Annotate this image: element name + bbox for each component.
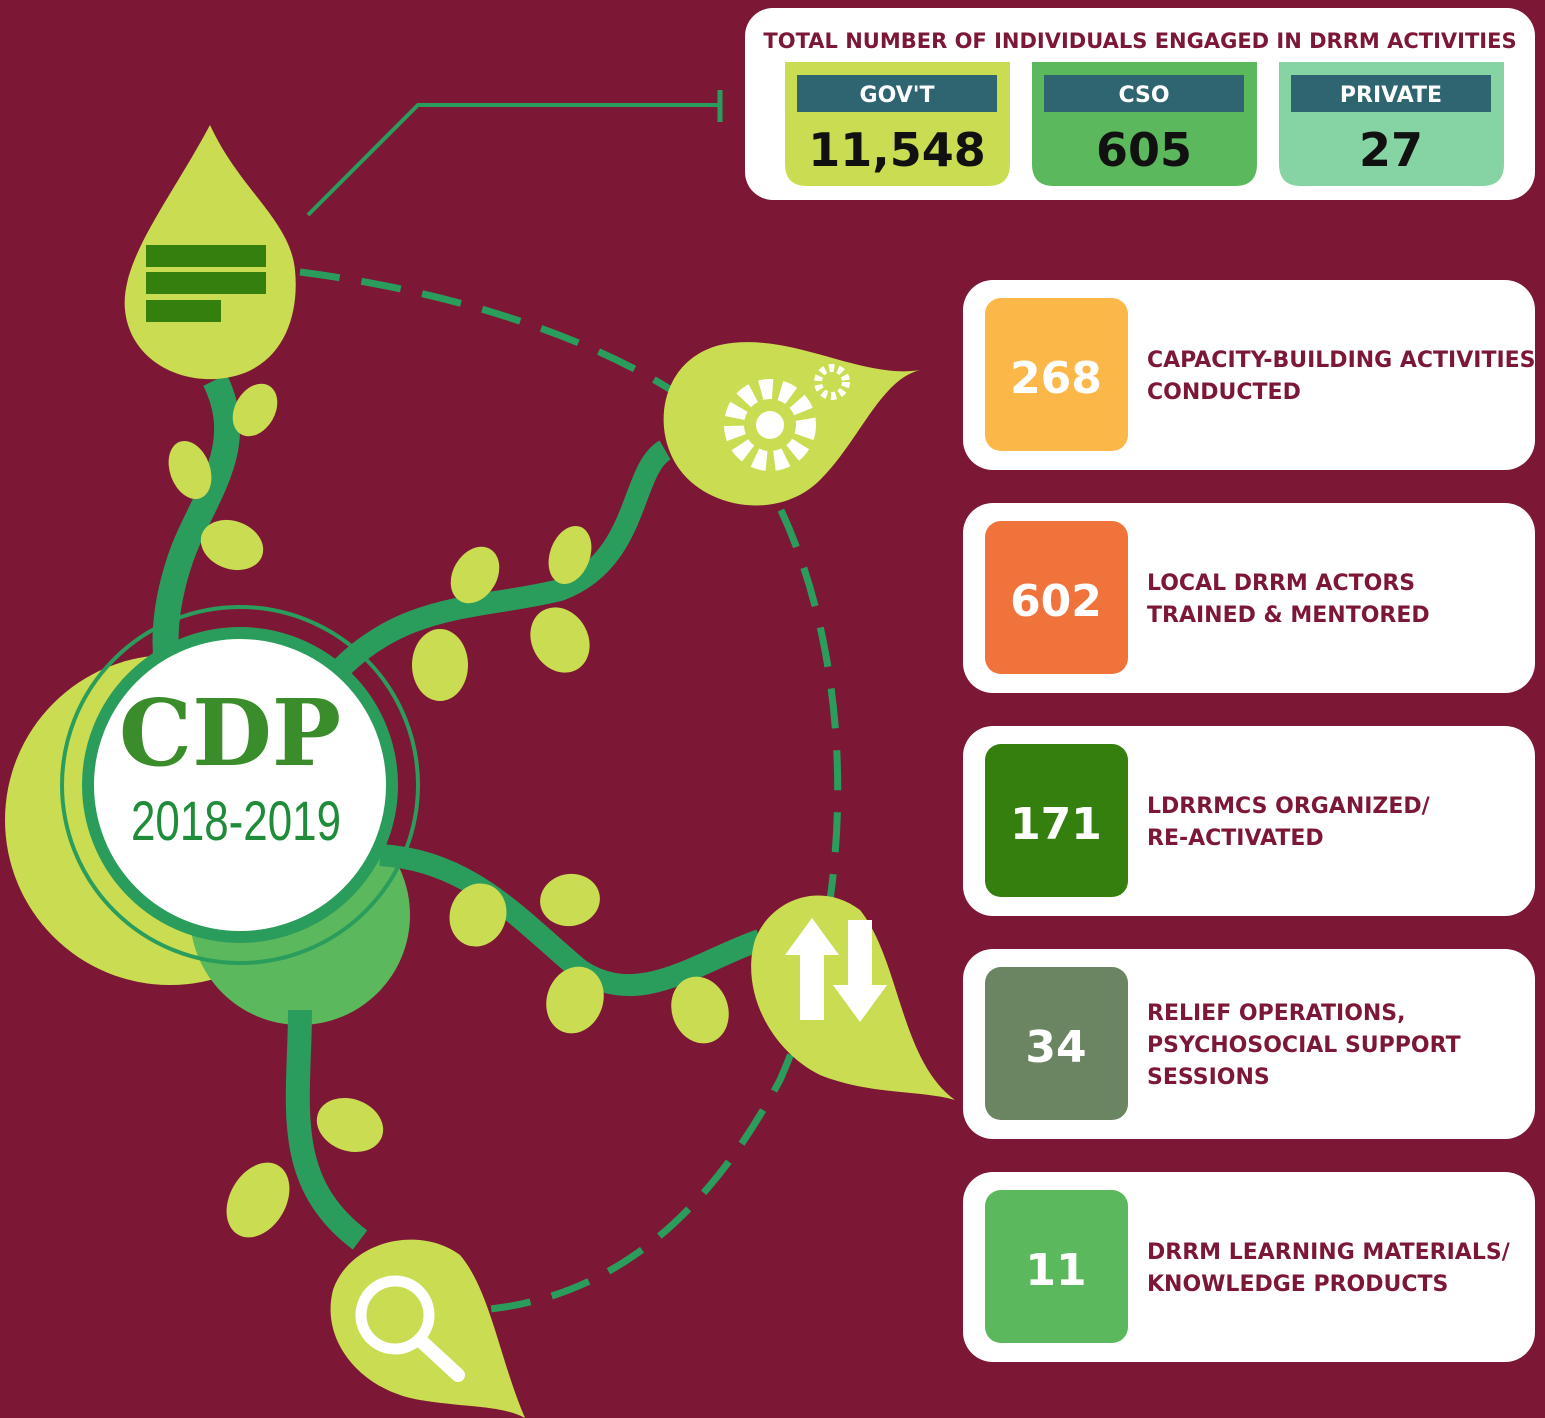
stat-value: 34 (1025, 1022, 1086, 1073)
stat-label: TRAINED & MENTORED (1147, 603, 1430, 628)
leaf-gear (664, 342, 920, 505)
stat-label: RE-ACTIVATED (1147, 826, 1324, 851)
totals-title: TOTAL NUMBER OF INDIVIDUALS ENGAGED IN D… (763, 29, 1516, 53)
total-value: 11,548 (808, 123, 986, 177)
stat-label: RELIEF OPERATIONS, (1147, 1001, 1406, 1026)
stat-label: LOCAL DRRM ACTORS (1147, 571, 1415, 596)
stat-label: SESSIONS (1147, 1065, 1270, 1090)
page: CDP 2018-2019 TOTAL NUMBER OF INDIVIDUAL… (0, 0, 1545, 1418)
logo-name: CDP (119, 679, 341, 787)
logo-years: 2018-2019 (131, 789, 341, 852)
total-label: GOV'T (860, 83, 935, 108)
stat-value: 11 (1025, 1245, 1086, 1296)
total-label: PRIVATE (1340, 83, 1442, 108)
stat-value: 268 (1010, 353, 1102, 404)
stat-label: LDRRMCS ORGANIZED/ (1147, 794, 1431, 819)
gear-icon (756, 411, 784, 439)
stat-value: 602 (1010, 576, 1102, 627)
stat-label: CONDUCTED (1147, 380, 1301, 405)
infographic: CDP 2018-2019 TOTAL NUMBER OF INDIVIDUAL… (0, 0, 1545, 1418)
stat-label: CAPACITY-BUILDING ACTIVITIES (1147, 348, 1536, 373)
stat-label: KNOWLEDGE PRODUCTS (1147, 1272, 1448, 1297)
total-value: 605 (1096, 123, 1192, 177)
connector (308, 105, 720, 215)
total-label: CSO (1118, 83, 1169, 108)
stat-label: PSYCHOSOCIAL SUPPORT (1147, 1033, 1461, 1058)
stat-value: 171 (1010, 799, 1102, 850)
stat-label: DRRM LEARNING MATERIALS/ (1147, 1240, 1511, 1265)
total-value: 27 (1359, 123, 1423, 177)
